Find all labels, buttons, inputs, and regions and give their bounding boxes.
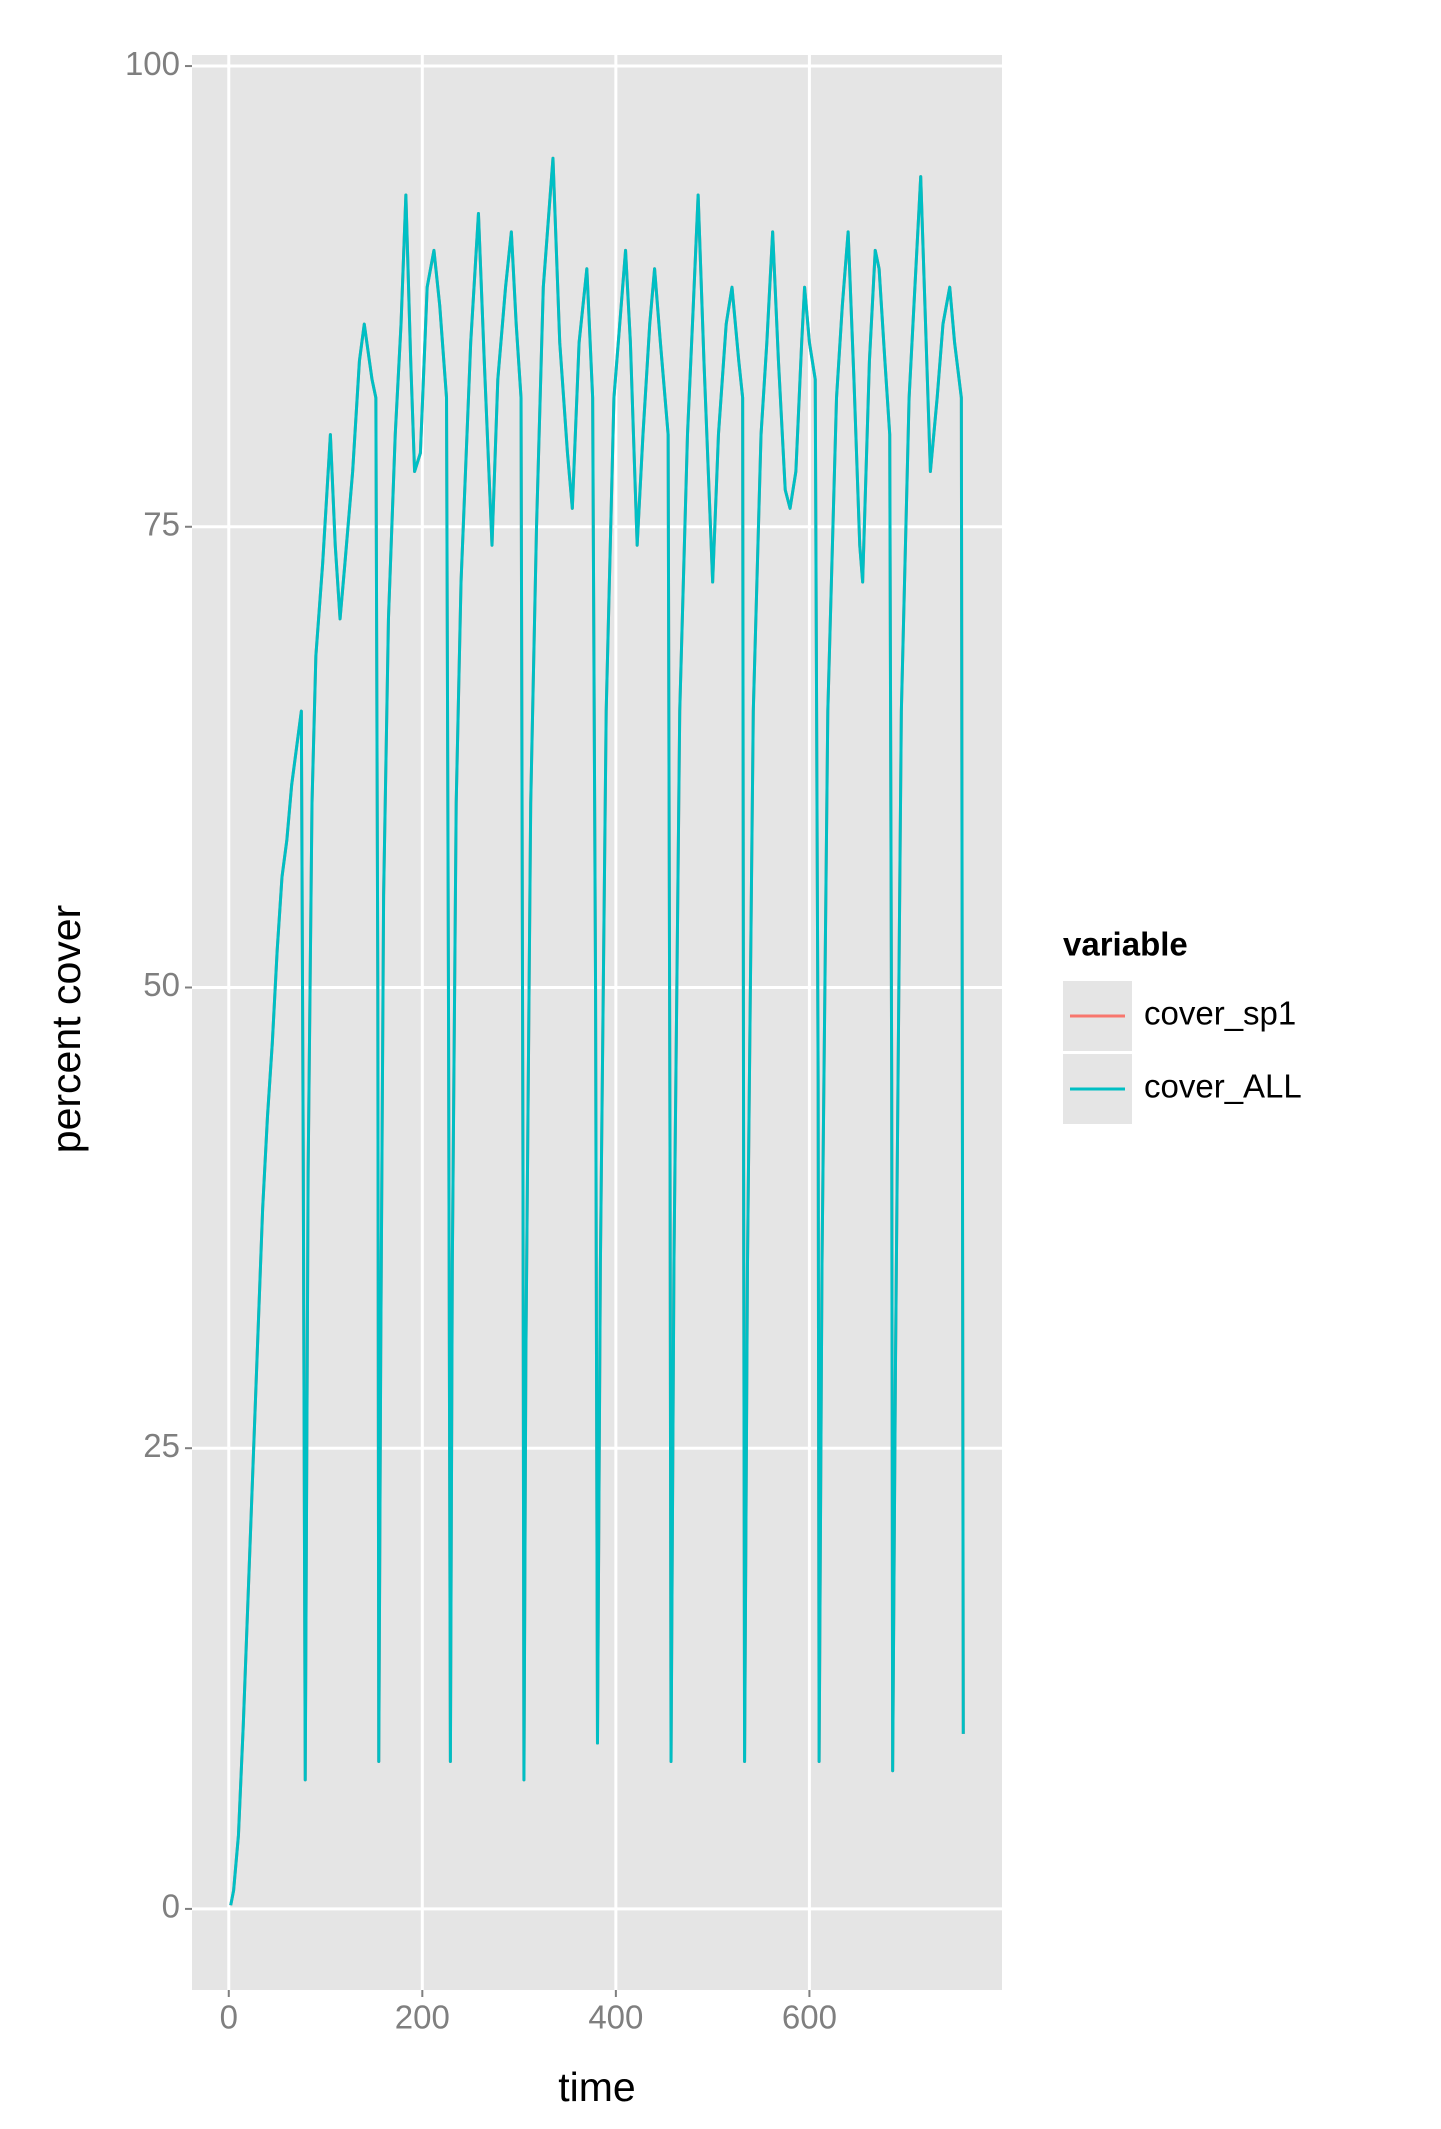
y-tick-label: 100 <box>125 45 180 82</box>
y-tick-label: 0 <box>162 1888 180 1925</box>
y-tick-label: 25 <box>143 1427 180 1464</box>
x-tick-label: 200 <box>395 1999 450 2036</box>
y-tick-label: 75 <box>143 505 180 542</box>
y-tick-label: 50 <box>143 966 180 1003</box>
x-axis-title: time <box>558 2064 635 2110</box>
legend-label: cover_ALL <box>1144 1068 1302 1105</box>
x-tick-label: 400 <box>588 1999 643 2036</box>
x-tick-label: 0 <box>220 1999 238 2036</box>
legend-title: variable <box>1063 926 1188 963</box>
y-axis-title: percent cover <box>43 905 89 1153</box>
x-tick-label: 600 <box>782 1999 837 2036</box>
legend-label: cover_sp1 <box>1144 995 1296 1032</box>
data-line <box>229 156 965 1906</box>
